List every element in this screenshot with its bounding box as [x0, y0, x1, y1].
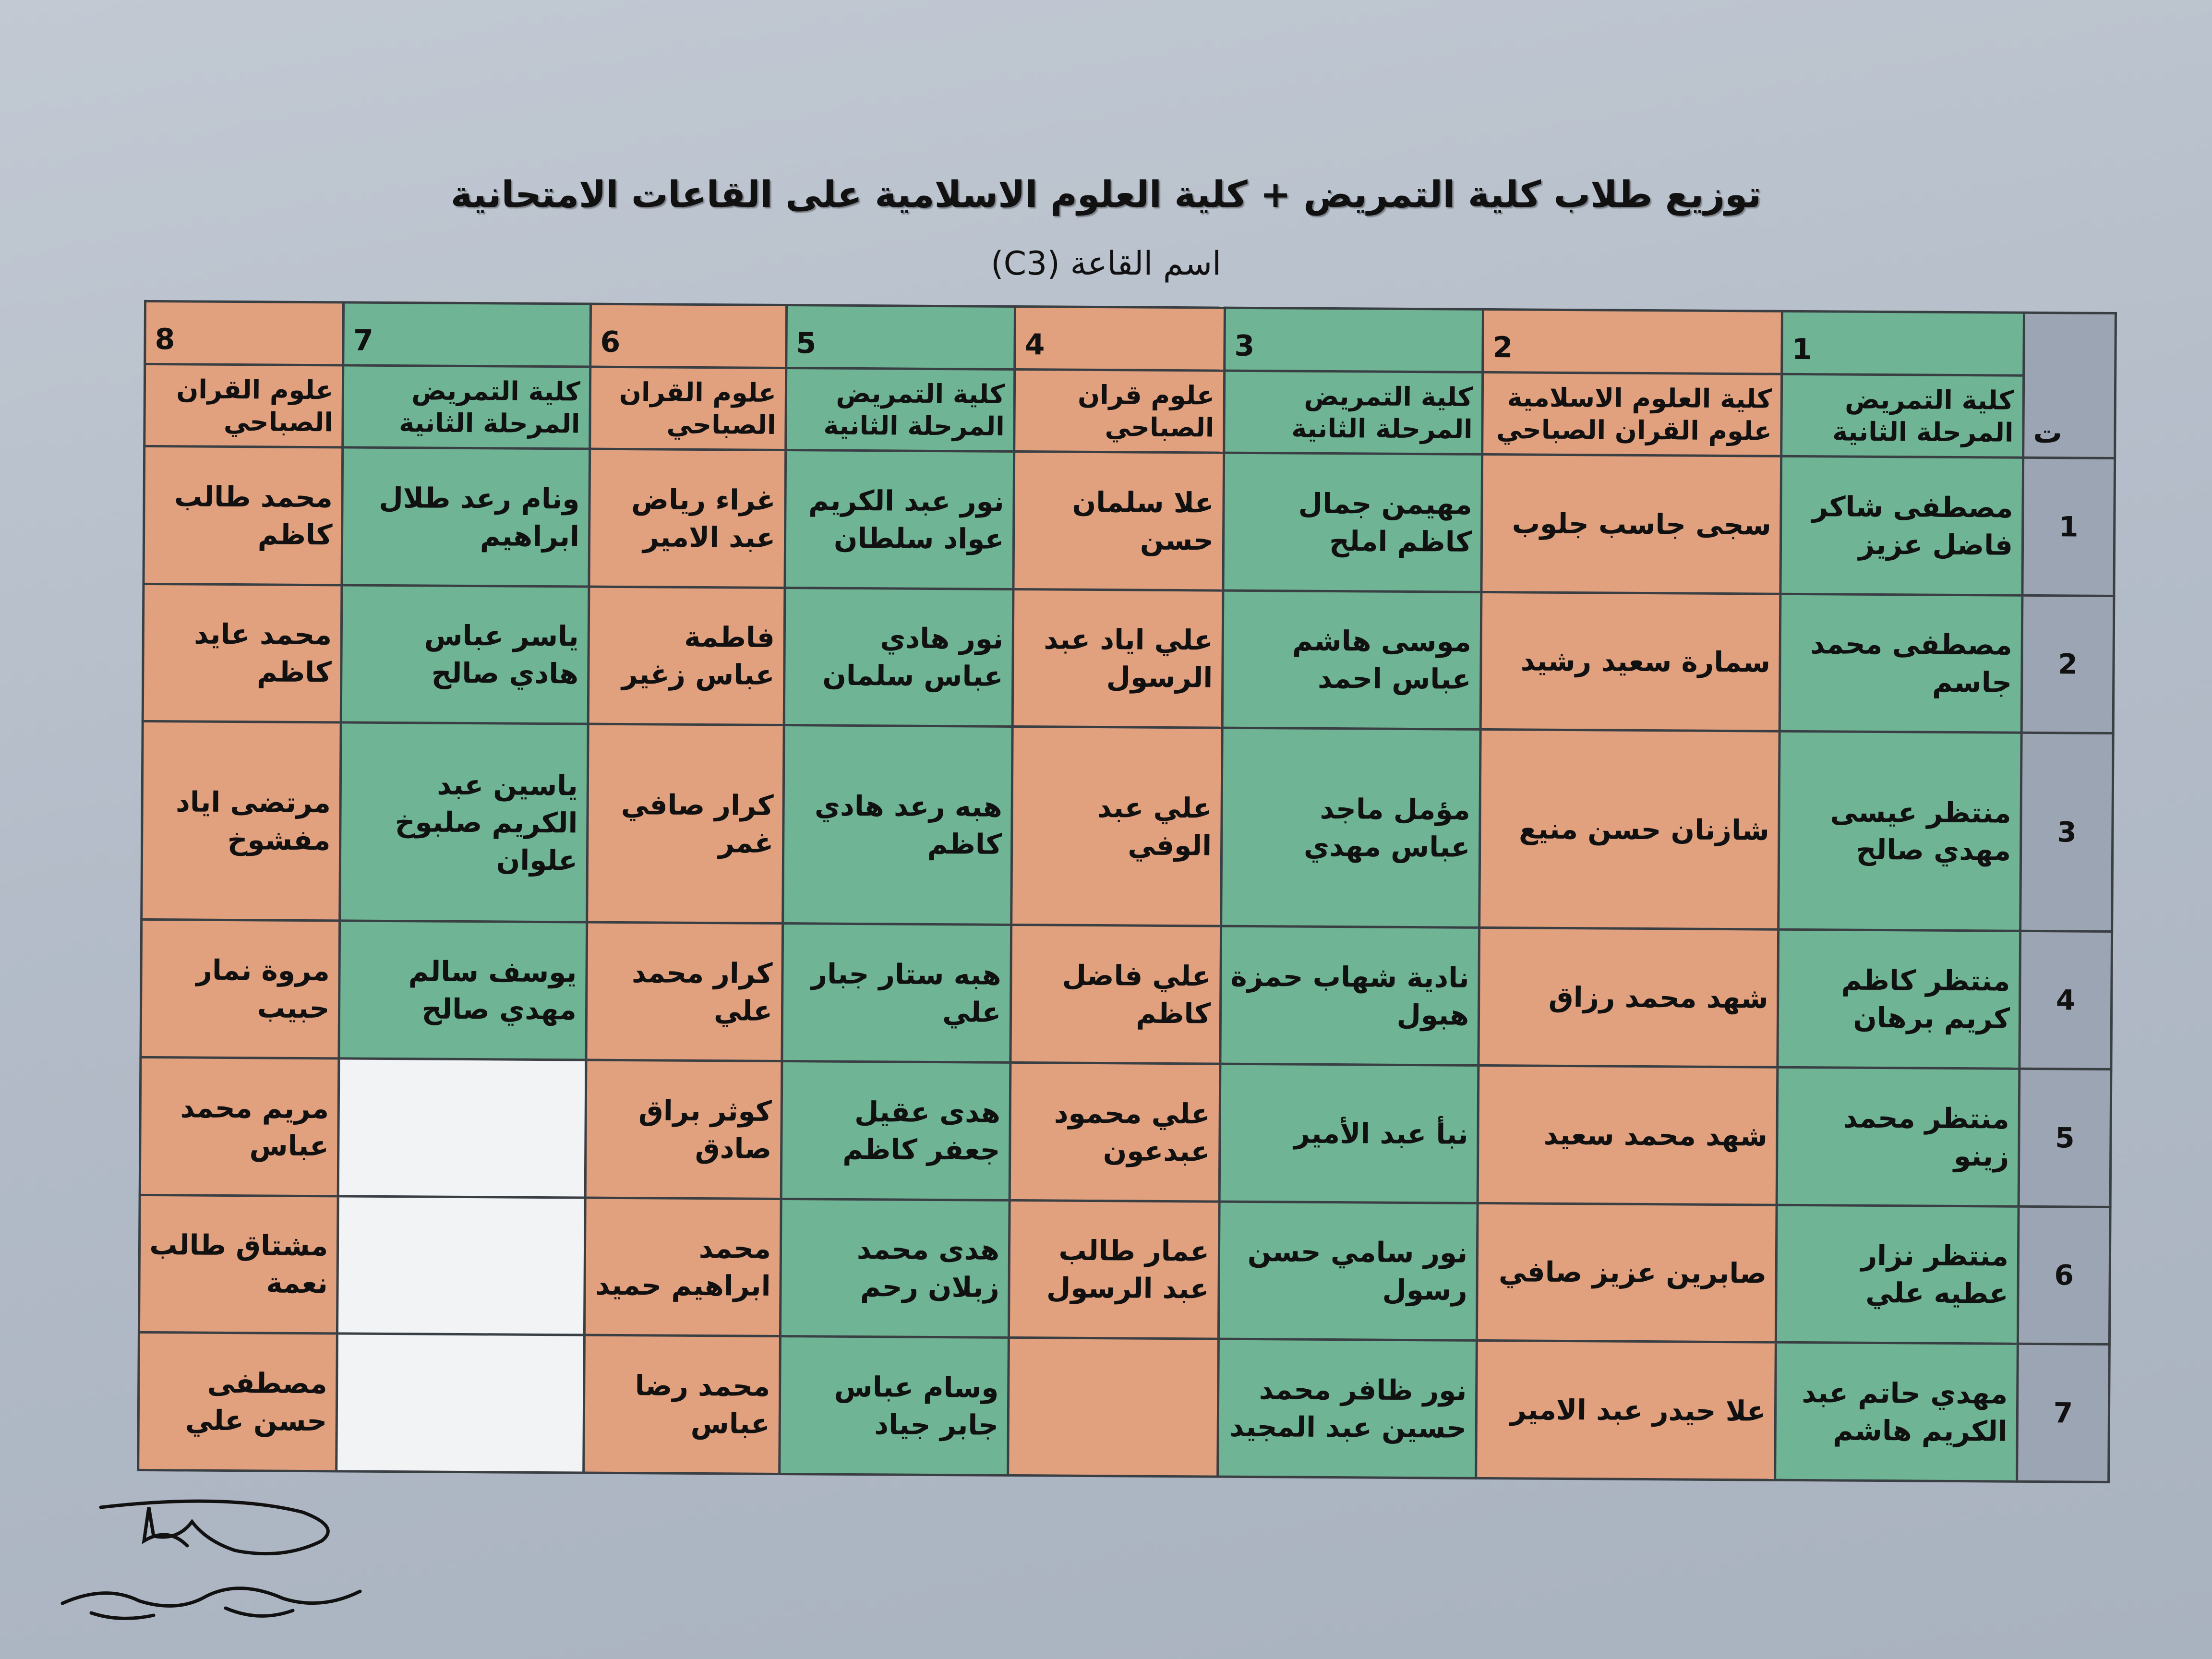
- student-name: علي عبد الوفي: [1011, 726, 1223, 926]
- student-name: سجى جاسب جلوب: [1481, 454, 1782, 594]
- column-number: 8: [144, 301, 344, 365]
- student-name: نبأ عبد الأمير: [1219, 1064, 1479, 1203]
- column-number: 2: [1482, 309, 1782, 374]
- student-name: نادية شهاب حمزة هبول: [1220, 926, 1479, 1066]
- student-name: وسام عباس جابر جياد: [779, 1336, 1009, 1476]
- table-row: 4 منتظر كاظم كريم برهان شهد محمد رزاق نادية…: [140, 919, 2112, 1070]
- distribution-table: ت 1 2 3 4 5 6 7 8 كلية التمريض المرحلة الثانية كلي…: [137, 300, 2117, 1483]
- row-index: 6: [2018, 1206, 2111, 1345]
- student-name: مصطفى شاكر فاضل عزيز: [1780, 456, 2023, 595]
- student-name: علي فاضل كاظم: [1010, 925, 1221, 1064]
- student-name: منتظر محمد زينو: [1777, 1067, 2020, 1206]
- student-name: موسى هاشم عباس احمد: [1222, 590, 1482, 730]
- student-name: منتظر نزار عطيه علي: [1776, 1204, 2019, 1344]
- table-row: 1 مصطفى شاكر فاضل عزيز سجى جاسب جلوب مهيمن …: [143, 446, 2115, 596]
- column-header: كلية التمريض المرحلة الثانية: [343, 365, 590, 449]
- student-name: محمد عايد كاظم: [143, 584, 342, 723]
- column-number: 3: [1224, 308, 1483, 373]
- student-name: علا سلمان حسن: [1013, 451, 1224, 590]
- row-index: 5: [2019, 1069, 2111, 1207]
- table-row: 3 منتظر عيسى مهدي صالح شازنان حسن منيع مؤمل…: [141, 721, 2114, 932]
- column-header: كلية التمريض المرحلة الثانية: [785, 368, 1015, 452]
- page-title: توزيع طلاب كلية التمريض + كلية العلوم ال…: [450, 173, 1762, 216]
- student-name: مؤمل ماجد عباس مهدي: [1221, 728, 1481, 928]
- column-number: 6: [590, 304, 787, 368]
- student-name: سمارة سعيد رشيد: [1480, 592, 1781, 732]
- student-name: هبه ستار جبار علي: [781, 923, 1011, 1063]
- student-name: شازنان حسن منيع: [1479, 729, 1780, 930]
- column-header: كلية التمريض المرحلة الثانية: [1224, 371, 1483, 455]
- student-name: مروة نمار حبيب: [140, 919, 340, 1058]
- student-name: مصطفى محمد جاسم: [1779, 593, 2022, 733]
- row-index: 1: [2022, 457, 2115, 596]
- student-name: مرتضى اياد مفشوخ: [141, 721, 341, 921]
- student-name: محمد رضا عباس: [583, 1335, 781, 1474]
- student-name: مشتاق طالب نعمة: [139, 1195, 338, 1334]
- student-name: مهيمن جمال كاظم املح: [1223, 453, 1482, 592]
- student-name: مريم محمد عباس: [140, 1057, 339, 1196]
- student-name: نور سامي حسن رسول: [1218, 1201, 1478, 1341]
- student-name: ونام رعد طلال ابراهيم: [342, 447, 590, 587]
- student-name: عمار طالب عبد الرسول: [1009, 1200, 1220, 1339]
- empty-cell: [337, 1334, 585, 1473]
- student-name: شهد محمد سعيد: [1478, 1065, 1778, 1205]
- column-header-row: كلية التمريض المرحلة الثانية كلية العلوم …: [144, 364, 2116, 458]
- column-number: 5: [786, 305, 1015, 370]
- student-name: هبه رعد هادي كاظم: [782, 725, 1013, 925]
- student-name: كرار محمد علي: [586, 922, 783, 1061]
- student-name: نور هادي عباس سلمان: [784, 588, 1014, 727]
- student-name: شهد محمد رزاق: [1479, 927, 1779, 1068]
- row-index: 7: [2017, 1344, 2110, 1482]
- student-name: علي اياد عبد الرسول: [1012, 589, 1223, 728]
- student-name: ياسين عبد الكريم صلبوخ علوان: [340, 722, 589, 923]
- student-name: هدى محمد زبلان رحم: [780, 1199, 1010, 1338]
- student-name: محمد طالب كاظم: [143, 446, 343, 585]
- empty-cell: [1008, 1337, 1219, 1477]
- column-header: كلية التمريض المرحلة الثانية: [1781, 374, 2024, 458]
- student-name: كوثر براق صادق: [585, 1060, 782, 1199]
- student-name: منتظر كاظم كريم برهان: [1778, 929, 2020, 1069]
- column-header: علوم القران الصباحي: [589, 367, 786, 450]
- student-name: صابرين عزيز صافي: [1477, 1203, 1777, 1343]
- empty-cell: [338, 1058, 586, 1198]
- student-name: مهدي حاتم عبد الكريم هاشم: [1775, 1342, 2018, 1482]
- handwritten-signature: [60, 1499, 362, 1620]
- student-name: فاطمة عباس زغير: [588, 586, 785, 725]
- student-name: علا حيدر عبد الامير: [1476, 1340, 1776, 1480]
- row-index: 2: [2021, 595, 2114, 733]
- index-header: ت: [2023, 313, 2116, 458]
- column-number: 7: [343, 302, 591, 367]
- column-header: كلية العلوم الاسلامية علوم القران الصباح…: [1482, 372, 1782, 457]
- student-name: كرار صافي غمر: [587, 724, 784, 924]
- student-name: علي محمود عبدعون: [1010, 1062, 1220, 1202]
- row-index: 4: [2019, 931, 2112, 1070]
- table-row: 2 مصطفى محمد جاسم سمارة سعيد رشيد موسى هاشم…: [143, 584, 2114, 733]
- student-name: ياسر عباس هادي صالح: [341, 585, 589, 724]
- column-number: 1: [1782, 311, 2024, 376]
- column-header: علوم القران الصباحي: [144, 364, 344, 447]
- row-index: 3: [2020, 733, 2114, 932]
- table-row: 5 منتظر محمد زينو شهد محمد سعيد نبأ عبد الأ…: [140, 1057, 2111, 1207]
- student-name: هدى عقيل جعفر كاظم: [781, 1061, 1011, 1201]
- hall-name: اسم القاعة (C3): [991, 245, 1221, 283]
- student-name: مصطفى حسن علي: [138, 1332, 337, 1471]
- student-name: نور ظافر محمد حسين عبد المجيد: [1217, 1339, 1477, 1479]
- student-name: غراء رياض عبد الامير: [589, 449, 786, 588]
- student-name: يوسف سالم مهدي صالح: [339, 921, 587, 1060]
- table-row: 7 مهدي حاتم عبد الكريم هاشم علا حيدر عبد ا…: [138, 1332, 2110, 1482]
- column-header: علوم قران الصباحي: [1014, 369, 1225, 453]
- student-name: نور عبد الكريم عواد سلطان: [784, 450, 1014, 589]
- column-number: 4: [1014, 306, 1225, 371]
- student-name: محمد ابراهيم حميد: [584, 1197, 781, 1336]
- empty-cell: [337, 1196, 586, 1335]
- student-name: منتظر عيسى مهدي صالح: [1779, 731, 2022, 931]
- table-row: 6 منتظر نزار عطيه علي صابرين عزيز صافي نور …: [139, 1195, 2111, 1345]
